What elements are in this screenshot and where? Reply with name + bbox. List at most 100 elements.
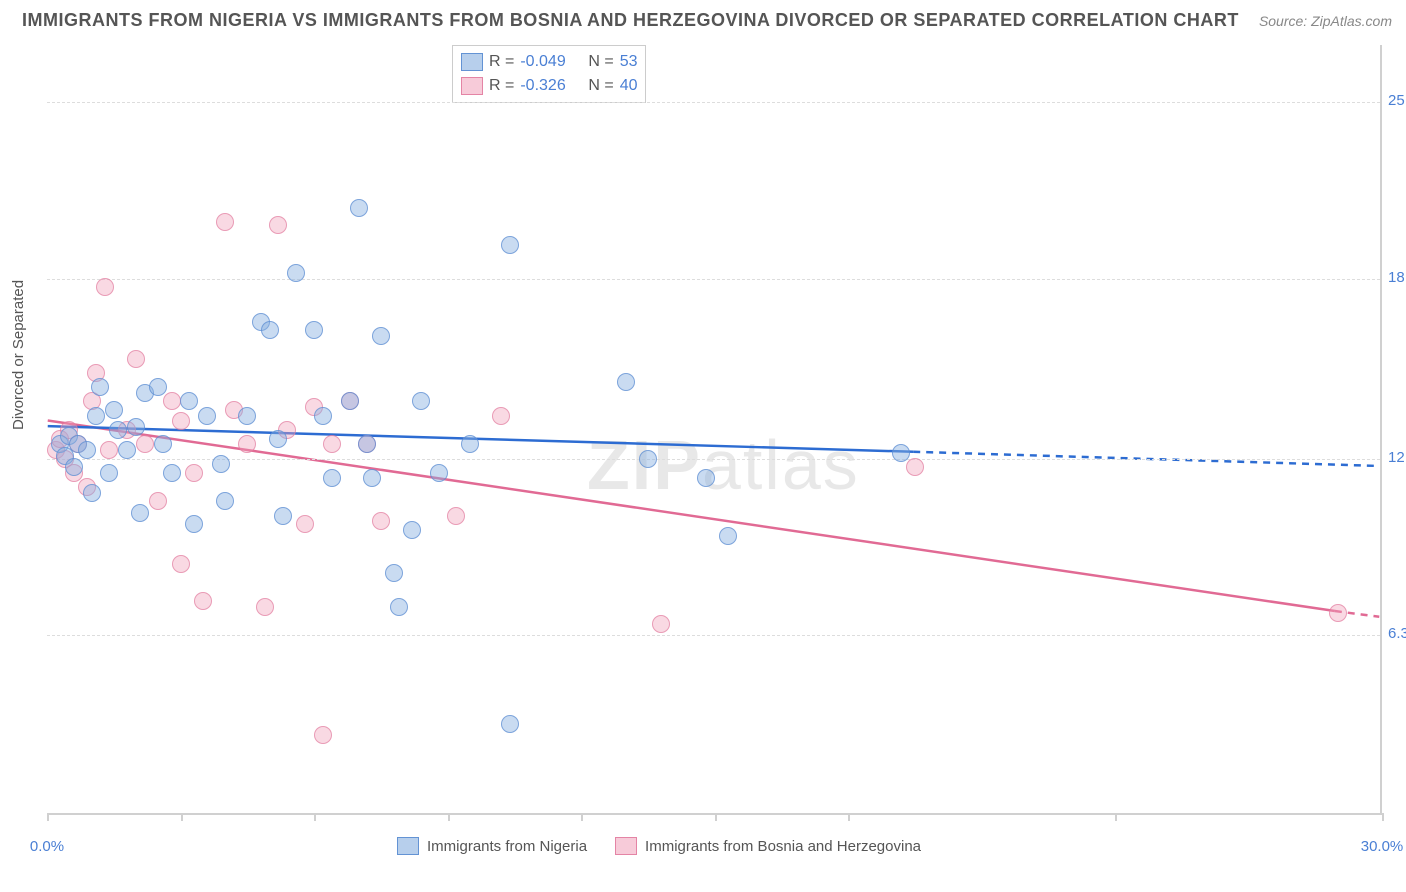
scatter-point <box>305 321 323 339</box>
scatter-point <box>390 598 408 616</box>
gridline <box>47 102 1380 103</box>
scatter-point <box>238 435 256 453</box>
scatter-point <box>372 327 390 345</box>
gridline <box>47 635 1380 636</box>
x-tick <box>47 813 49 821</box>
scatter-point <box>198 407 216 425</box>
scatter-point <box>492 407 510 425</box>
scatter-point <box>256 598 274 616</box>
scatter-point <box>461 435 479 453</box>
scatter-point <box>100 464 118 482</box>
scatter-point <box>185 464 203 482</box>
watermark-text: ZIPatlas <box>587 425 860 505</box>
scatter-point <box>131 504 149 522</box>
legend-item-blue: Immigrants from Nigeria <box>397 837 587 855</box>
scatter-point <box>287 264 305 282</box>
scatter-point <box>430 464 448 482</box>
scatter-point <box>350 199 368 217</box>
trend-lines-layer <box>47 45 1380 813</box>
scatter-point <box>314 407 332 425</box>
scatter-point <box>172 555 190 573</box>
chart-title: IMMIGRANTS FROM NIGERIA VS IMMIGRANTS FR… <box>22 10 1239 31</box>
scatter-point <box>136 435 154 453</box>
square-icon <box>397 837 419 855</box>
scatter-point <box>65 458 83 476</box>
n-label: N = <box>588 50 613 74</box>
y-tick-label: 12.5% <box>1388 449 1406 466</box>
legend-row-blue: R = -0.049 N = 53 <box>461 50 637 74</box>
scatter-point <box>363 469 381 487</box>
scatter-point <box>261 321 279 339</box>
scatter-point <box>100 441 118 459</box>
scatter-point <box>91 378 109 396</box>
scatter-point <box>719 527 737 545</box>
scatter-point <box>185 515 203 533</box>
x-tick <box>314 813 316 821</box>
x-tick-label: 30.0% <box>1361 838 1404 855</box>
scatter-point <box>323 469 341 487</box>
scatter-point <box>269 216 287 234</box>
x-tick <box>181 813 183 821</box>
x-tick <box>581 813 583 821</box>
scatter-point <box>172 412 190 430</box>
scatter-point <box>105 401 123 419</box>
scatter-point <box>269 430 287 448</box>
x-tick <box>1115 813 1117 821</box>
n-value-pink: 40 <box>620 74 638 98</box>
scatter-chart: ZIPatlas R = -0.049 N = 53 R = -0.326 N … <box>47 45 1382 815</box>
scatter-point <box>639 450 657 468</box>
scatter-point <box>412 392 430 410</box>
scatter-point <box>238 407 256 425</box>
scatter-point <box>212 455 230 473</box>
scatter-point <box>127 418 145 436</box>
scatter-point <box>403 521 421 539</box>
y-tick-label: 25.0% <box>1388 92 1406 109</box>
x-tick <box>448 813 450 821</box>
n-label: N = <box>588 74 613 98</box>
scatter-point <box>341 392 359 410</box>
scatter-point <box>154 435 172 453</box>
r-value-pink: -0.326 <box>520 74 582 98</box>
x-tick-label: 0.0% <box>30 838 64 855</box>
legend-row-pink: R = -0.326 N = 40 <box>461 74 637 98</box>
x-tick <box>848 813 850 821</box>
y-axis-label: Divorced or Separated <box>10 280 27 430</box>
r-label: R = <box>489 50 514 74</box>
scatter-point <box>96 278 114 296</box>
scatter-point <box>501 236 519 254</box>
watermark-atlas: atlas <box>702 426 860 504</box>
scatter-point <box>180 392 198 410</box>
square-icon <box>615 837 637 855</box>
scatter-point <box>1329 604 1347 622</box>
scatter-point <box>323 435 341 453</box>
correlation-legend: R = -0.049 N = 53 R = -0.326 N = 40 <box>452 45 646 103</box>
scatter-point <box>118 441 136 459</box>
scatter-point <box>697 469 715 487</box>
r-value-blue: -0.049 <box>520 50 582 74</box>
scatter-point <box>652 615 670 633</box>
scatter-point <box>216 492 234 510</box>
gridline <box>47 459 1380 460</box>
legend-label-blue: Immigrants from Nigeria <box>427 838 587 855</box>
scatter-point <box>83 484 101 502</box>
scatter-point <box>501 715 519 733</box>
scatter-point <box>78 441 96 459</box>
scatter-point <box>892 444 910 462</box>
legend-label-pink: Immigrants from Bosnia and Herzegovina <box>645 838 921 855</box>
scatter-point <box>372 512 390 530</box>
series-legend: Immigrants from Nigeria Immigrants from … <box>397 837 921 855</box>
chart-header: IMMIGRANTS FROM NIGERIA VS IMMIGRANTS FR… <box>22 10 1392 31</box>
scatter-point <box>274 507 292 525</box>
scatter-point <box>385 564 403 582</box>
legend-item-pink: Immigrants from Bosnia and Herzegovina <box>615 837 921 855</box>
y-tick-label: 6.3% <box>1388 625 1406 642</box>
scatter-point <box>127 350 145 368</box>
x-tick <box>715 813 717 821</box>
scatter-point <box>216 213 234 231</box>
n-value-blue: 53 <box>620 50 638 74</box>
x-tick <box>1382 813 1384 821</box>
square-icon <box>461 53 483 71</box>
scatter-point <box>906 458 924 476</box>
square-icon <box>461 77 483 95</box>
scatter-point <box>149 378 167 396</box>
